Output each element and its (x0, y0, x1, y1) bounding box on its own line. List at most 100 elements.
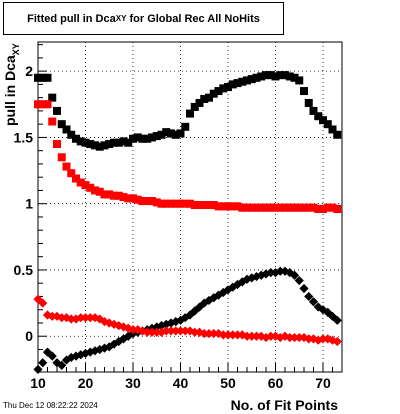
series-3-point-54 (289, 332, 300, 343)
series-0-point-6 (62, 125, 71, 134)
series-0-point-27 (162, 128, 171, 137)
series-3-point-33 (190, 327, 200, 337)
series-1-point-21 (133, 195, 142, 204)
series-2-point-51 (275, 266, 285, 276)
series-0-point-2 (43, 73, 52, 82)
series-2-point-28 (166, 318, 176, 328)
x-tick-label-5: 60 (268, 375, 284, 391)
series-3-point-28 (166, 326, 176, 336)
y-tick-label-4: 2 (25, 63, 33, 79)
series-1-point-2 (43, 100, 52, 109)
series-3-point-21 (133, 324, 143, 335)
series-2-point-40 (223, 285, 233, 295)
series-2-point-58 (308, 297, 319, 307)
series-0-point-1 (38, 73, 47, 82)
series-2-point-49 (266, 268, 276, 278)
series-1-point-35 (200, 201, 209, 210)
series-0-point-57 (304, 98, 313, 107)
series-1-point-45 (247, 203, 256, 212)
series-3-point-5 (57, 313, 67, 323)
series-3-point-22 (137, 326, 148, 336)
series-0-point-0 (34, 73, 42, 82)
series-1-point-51 (276, 203, 285, 212)
series-1-point-9 (76, 178, 85, 187)
series-0-point-44 (243, 76, 251, 85)
series-3-point-35 (199, 328, 209, 339)
series-1-point-23 (143, 197, 152, 206)
series-1-point-6 (62, 162, 71, 171)
y-tick-label-1: 0.5 (14, 262, 34, 278)
series-3-point-25 (152, 327, 162, 337)
series-0-point-48 (262, 71, 270, 80)
series-3-point-10 (80, 313, 91, 323)
series-1-point-46 (252, 203, 261, 212)
series-1-point-33 (190, 201, 199, 210)
series-3-point-42 (232, 330, 243, 340)
series-3-point-7 (66, 314, 76, 324)
series-0-point-17 (114, 138, 123, 147)
series-3-point-0 (33, 294, 43, 304)
chart-title: Fitted pull in Dca XY for Global Rec All … (3, 2, 284, 35)
series-3-point-46 (251, 331, 262, 341)
series-0-point-20 (129, 134, 137, 143)
series-0-point-31 (181, 122, 190, 131)
series-3-point-11 (85, 313, 95, 323)
series-0-point-59 (314, 112, 323, 121)
series-2-point-0 (33, 364, 43, 374)
series-1-point-15 (105, 190, 114, 199)
series-1-point-55 (295, 203, 304, 212)
series-1-point-37 (209, 201, 218, 210)
series-1-point-38 (214, 202, 223, 211)
series-3-point-20 (128, 324, 138, 335)
series-2-point-38 (213, 290, 224, 300)
series-0-point-22 (138, 134, 147, 143)
series-2-point-37 (209, 293, 219, 303)
series-1-point-29 (171, 199, 180, 208)
series-1-point-49 (266, 203, 275, 212)
series-3-point-36 (204, 328, 214, 339)
series-2-point-44 (242, 274, 252, 284)
series-0-point-9 (76, 137, 85, 146)
series-3-point-17 (114, 321, 124, 331)
x-tick-label-0: 10 (30, 375, 46, 391)
series-0-point-39 (219, 84, 228, 93)
series-3-point-37 (209, 328, 219, 339)
series-0-point-16 (110, 138, 118, 147)
series-1-point-3 (48, 117, 57, 126)
series-3-point-44 (242, 331, 252, 341)
series-0-point-34 (195, 98, 204, 107)
series-3-point-43 (237, 330, 247, 340)
series-0-point-12 (91, 141, 99, 150)
x-tick-label-3: 40 (173, 375, 189, 391)
series-1-point-10 (81, 181, 90, 190)
series-0-point-37 (209, 89, 218, 98)
series-3-point-1 (38, 298, 48, 308)
series-2-point-32 (185, 310, 195, 320)
series-0-point-7 (67, 130, 76, 139)
series-1-point-57 (304, 203, 313, 212)
series-2-point-9 (76, 350, 86, 360)
series-1-point-13 (95, 187, 104, 196)
series-2-point-5 (57, 360, 67, 370)
series-0-point-19 (124, 138, 133, 147)
series-0-point-47 (257, 72, 266, 81)
series-3-point-55 (294, 332, 304, 343)
series-2-point-27 (161, 319, 171, 329)
series-1-point-44 (243, 203, 251, 212)
series-0-point-56 (300, 87, 308, 96)
timestamp: Thu Dec 12 08:22:22 2024 (3, 401, 98, 410)
series-1-point-28 (167, 199, 175, 208)
y-axis-label: pull in DcaXY (1, 34, 25, 126)
series-1-point-22 (138, 197, 147, 206)
series-0-point-60 (319, 116, 327, 125)
series-1-point-58 (309, 203, 318, 212)
series-0-point-18 (119, 137, 128, 146)
series-3-point-3 (47, 311, 57, 321)
x-tick-label-1: 20 (78, 375, 94, 391)
series-3-point-16 (109, 319, 119, 329)
series-3-point-9 (76, 313, 86, 323)
series-1-point-11 (86, 183, 95, 192)
series-3-point-41 (228, 330, 238, 340)
series-1-point-63 (333, 204, 342, 213)
y-tick-label-0: 0 (25, 328, 33, 344)
